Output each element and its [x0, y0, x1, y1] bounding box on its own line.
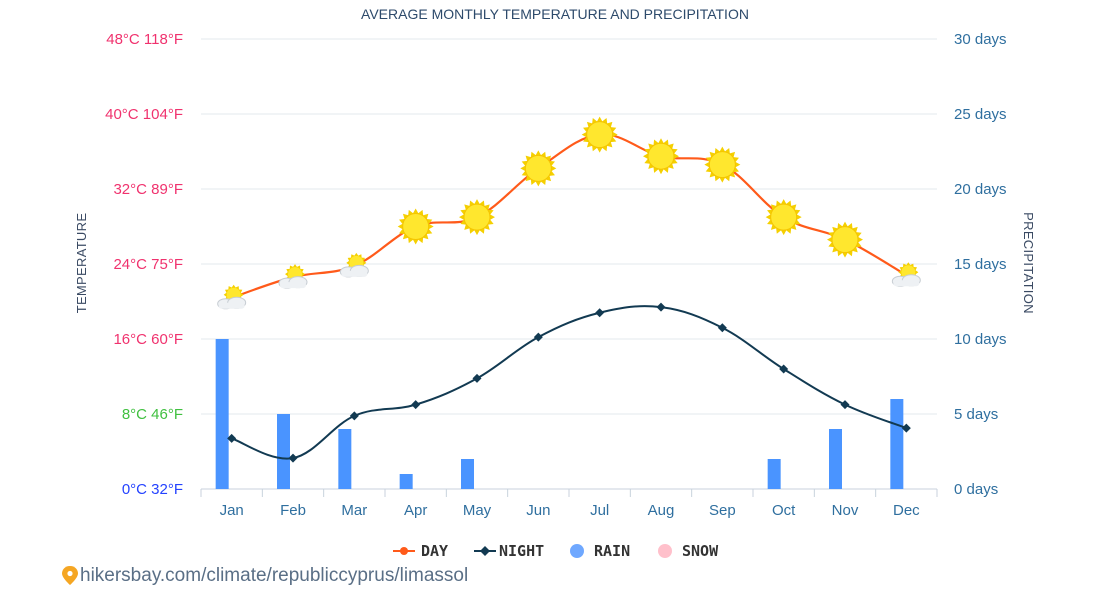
sun-cloud-icon[interactable] — [339, 252, 369, 278]
night-point[interactable] — [656, 302, 666, 312]
night-line — [231, 305, 907, 460]
x-category-label: Mar — [341, 502, 367, 519]
rain-bar[interactable] — [277, 414, 290, 489]
x-axis-categories: Jan Feb Mar Apr May Jun Jul Aug Sep Oct Nov Dec — [200, 489, 938, 519]
left-tick-label: 32°C 89°F — [113, 181, 183, 198]
x-category-label: Feb — [280, 502, 306, 519]
right-tick-label: 10 days — [954, 331, 1007, 348]
day-series — [217, 116, 921, 310]
rain-bar[interactable] — [338, 429, 352, 489]
left-tick-label: 16°C 60°F — [113, 331, 183, 348]
x-category-label: Jul — [590, 502, 609, 519]
left-tick-label: 8°C 46°F — [122, 406, 183, 423]
night-point[interactable] — [595, 308, 605, 318]
legend-rain-marker — [570, 544, 584, 558]
x-category-label: Sep — [709, 502, 736, 519]
x-category-label: Oct — [772, 502, 796, 519]
right-tick-label: 0 days — [954, 481, 998, 498]
left-tick-label: 48°C 118°F — [106, 31, 183, 48]
rain-bar[interactable] — [399, 474, 413, 489]
x-category-label: Dec — [893, 502, 920, 519]
night-point[interactable] — [901, 423, 911, 433]
right-axis-title: PRECIPITATION — [1021, 212, 1036, 314]
x-category-label: Apr — [404, 502, 427, 519]
right-tick-label: 5 days — [954, 406, 998, 423]
night-point[interactable] — [779, 364, 789, 374]
night-series — [227, 302, 911, 463]
legend-rain-label: RAIN — [594, 542, 630, 560]
sun-icon[interactable] — [643, 138, 679, 175]
sun-icon[interactable] — [520, 150, 557, 187]
legend-snow-marker — [658, 544, 672, 558]
night-point[interactable] — [288, 453, 298, 463]
chart-title: AVERAGE MONTHLY TEMPERATURE AND PRECIPIT… — [361, 6, 749, 22]
legend-snow[interactable]: SNOW — [658, 542, 719, 560]
night-point[interactable] — [533, 332, 543, 342]
left-tick-label: 24°C 75°F — [113, 256, 183, 273]
day-line — [231, 133, 907, 299]
sun-icon[interactable] — [827, 221, 863, 258]
x-category-label: Jan — [220, 502, 244, 519]
night-point[interactable] — [349, 411, 359, 421]
rain-bar[interactable] — [461, 459, 474, 489]
x-category-label: Aug — [648, 502, 675, 519]
right-tick-label: 15 days — [954, 256, 1007, 273]
left-tick-label: 0°C 32°F — [122, 481, 183, 498]
rain-bar[interactable] — [767, 459, 781, 489]
left-axis-title: TEMPERATURE — [74, 213, 89, 314]
legend-day-label: DAY — [421, 542, 448, 560]
rain-bar[interactable] — [829, 429, 842, 489]
left-axis-ticks: 0°C 32°F 8°C 46°F 16°C 60°F 24°C 75°F 32°C 8… — [105, 31, 183, 498]
gridlines — [201, 38, 937, 415]
night-point[interactable] — [472, 373, 482, 383]
sun-icon[interactable] — [765, 199, 802, 236]
right-tick-label: 20 days — [954, 181, 1007, 198]
night-point[interactable] — [411, 400, 421, 410]
source-link[interactable]: hikersbay.com/climate/republiccyprus/lim… — [62, 565, 468, 586]
source-url: hikersbay.com/climate/republiccyprus/lim… — [80, 565, 468, 586]
legend-day[interactable]: DAY — [393, 542, 448, 560]
sun-icon[interactable] — [397, 208, 434, 245]
rain-bars — [215, 339, 904, 489]
right-axis-ticks: 0 days 5 days 10 days 15 days 20 days 25 days… — [954, 31, 1007, 498]
sun-icon[interactable] — [459, 199, 495, 236]
legend: DAY NIGHT RAIN SNOW — [393, 542, 719, 560]
night-point[interactable] — [840, 400, 850, 410]
legend-night[interactable]: NIGHT — [474, 542, 544, 560]
legend-snow-label: SNOW — [682, 542, 719, 560]
rain-bar[interactable] — [215, 339, 229, 489]
legend-day-marker — [400, 547, 408, 555]
right-tick-label: 25 days — [954, 106, 1007, 123]
night-point[interactable] — [227, 433, 237, 443]
legend-rain[interactable]: RAIN — [570, 542, 630, 560]
legend-night-marker — [480, 546, 490, 556]
sun-cloud-icon[interactable] — [217, 284, 247, 310]
night-point[interactable] — [717, 323, 727, 333]
sun-cloud-icon[interactable] — [278, 264, 308, 289]
legend-night-label: NIGHT — [499, 542, 544, 560]
sun-icon[interactable] — [704, 146, 741, 183]
x-category-label: Jun — [526, 502, 550, 519]
rain-bar[interactable] — [890, 399, 904, 489]
sun-cloud-icon[interactable] — [891, 262, 921, 287]
x-category-label: May — [463, 502, 492, 519]
left-tick-label: 40°C 104°F — [105, 106, 183, 123]
right-tick-label: 30 days — [954, 31, 1007, 48]
sun-icon[interactable] — [581, 116, 618, 153]
x-category-label: Nov — [832, 502, 859, 519]
